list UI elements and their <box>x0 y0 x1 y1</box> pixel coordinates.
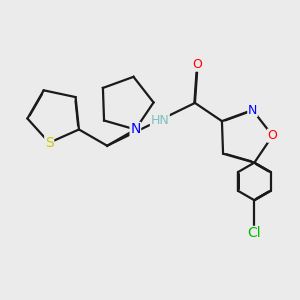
Text: O: O <box>268 129 278 142</box>
Text: S: S <box>45 136 54 150</box>
Text: N: N <box>130 122 140 136</box>
Text: Cl: Cl <box>248 226 261 240</box>
Text: HN: HN <box>151 114 169 127</box>
Text: N: N <box>248 103 257 116</box>
Text: O: O <box>193 58 202 71</box>
